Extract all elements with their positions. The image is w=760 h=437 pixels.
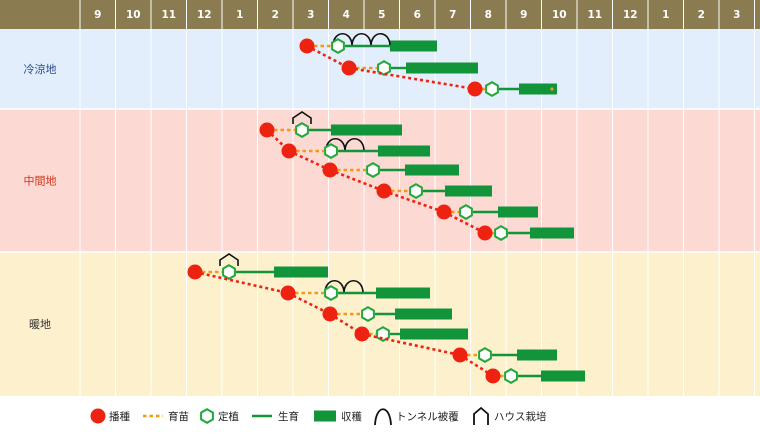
region-band-warm [0, 252, 760, 396]
sow-marker [477, 225, 493, 241]
harvest-bar [378, 145, 430, 157]
schedule-row-1 [306, 44, 478, 76]
month-label-17: 2 [698, 9, 705, 21]
transplant-marker [361, 306, 375, 322]
transplant-marker [485, 81, 499, 97]
schedule-row-11 [287, 291, 452, 322]
sow-connector [361, 332, 461, 357]
region-label-warm: 暖地 [29, 318, 51, 331]
month-label-10: 7 [449, 9, 456, 21]
month-label-4: 1 [236, 9, 243, 21]
month-header: 9 10 11 12 1 2 3 4 5 6 7 8 9 10 11 12 1 2 3 [0, 0, 760, 29]
transplant-marker [504, 368, 518, 384]
month-label-2: 11 [161, 9, 176, 21]
month-label-11: 8 [485, 9, 492, 21]
legend-tunnel-icon [374, 408, 392, 426]
house-cultivation-icon [292, 111, 312, 124]
schedule-row-8 [443, 210, 574, 241]
schedule-row-7 [383, 189, 538, 220]
transplant-marker [366, 162, 380, 178]
sow-connector [194, 270, 289, 295]
schedule-row-2 [348, 66, 557, 97]
legend-label-seedling: 育苗 [168, 410, 189, 423]
harvest-bar [405, 164, 459, 176]
transplant-marker [331, 38, 345, 54]
legend-label-growth: 生育 [278, 410, 299, 423]
region-label-cold: 冷涼地 [24, 62, 57, 76]
schedule-row-13 [361, 332, 557, 363]
month-label-15: 12 [623, 9, 638, 21]
harvest-bar [541, 370, 585, 382]
legend-house-icon [473, 406, 489, 425]
schedule-row-14 [459, 353, 585, 384]
harvest-bar [445, 185, 492, 197]
month-label-12: 9 [520, 9, 527, 21]
sow-connector [287, 291, 331, 316]
harvest-bar [314, 410, 336, 422]
transplant-marker [324, 285, 338, 301]
harvest-bar [406, 62, 478, 74]
month-label-1: 10 [126, 9, 141, 21]
month-label-14: 11 [587, 9, 602, 21]
header-bar [0, 0, 760, 29]
harvest-end-mark [550, 87, 554, 91]
legend-label-tunnel: トンネル被覆 [396, 410, 459, 423]
month-label-3: 12 [197, 9, 212, 21]
transplant-marker [494, 225, 508, 241]
month-label-7: 4 [343, 9, 350, 21]
month-label-6: 3 [307, 9, 314, 21]
transplant-marker [222, 264, 236, 280]
month-label-0: 9 [94, 9, 101, 21]
sow-connector [288, 149, 331, 172]
transplant-marker [409, 183, 423, 199]
legend-label-harvest: 収穫 [341, 411, 362, 423]
month-label-18: 3 [733, 9, 740, 21]
sow-marker [467, 81, 483, 97]
harvest-bar [530, 227, 574, 239]
harvest-bar [519, 83, 557, 95]
harvest-bar [498, 206, 538, 218]
month-label-5: 2 [272, 9, 279, 21]
harvest-bar [274, 266, 328, 278]
legend-label-sow: 播種 [109, 410, 130, 423]
legend: 播種 育苗 定植 生育 収穫 トンネル被覆 ハウス栽培 [90, 406, 547, 426]
sow-connector [383, 189, 445, 214]
harvest-bar [390, 40, 437, 52]
sow-connector [443, 210, 486, 235]
schedule-row-4 [266, 129, 430, 159]
month-label-16: 1 [662, 9, 669, 21]
month-label-13: 10 [552, 9, 567, 21]
sow-connector [306, 44, 350, 70]
transplant-marker [478, 347, 492, 363]
transplant-marker [200, 408, 214, 424]
schedule-rows [187, 32, 585, 384]
sow-marker [485, 368, 501, 384]
harvest-bar [331, 124, 402, 136]
house-cultivation-icon [219, 253, 239, 266]
region-label-mid: 中間地 [24, 175, 57, 188]
transplant-marker [377, 60, 391, 76]
transplant-marker [459, 204, 473, 220]
transplant-marker [295, 122, 309, 138]
schedule-row-5 [288, 149, 459, 178]
month-label-8: 5 [378, 9, 385, 21]
legend-label-house: ハウス栽培 [494, 410, 547, 423]
month-label-9: 6 [414, 9, 421, 21]
harvest-bar [376, 287, 430, 299]
legend-label-transplant: 定植 [218, 410, 239, 423]
harvest-bar [400, 328, 468, 340]
transplant-marker [324, 143, 338, 159]
harvest-bar [395, 308, 452, 320]
sow-marker [90, 408, 106, 424]
sow-connector [329, 168, 385, 193]
harvest-bar [517, 349, 557, 361]
